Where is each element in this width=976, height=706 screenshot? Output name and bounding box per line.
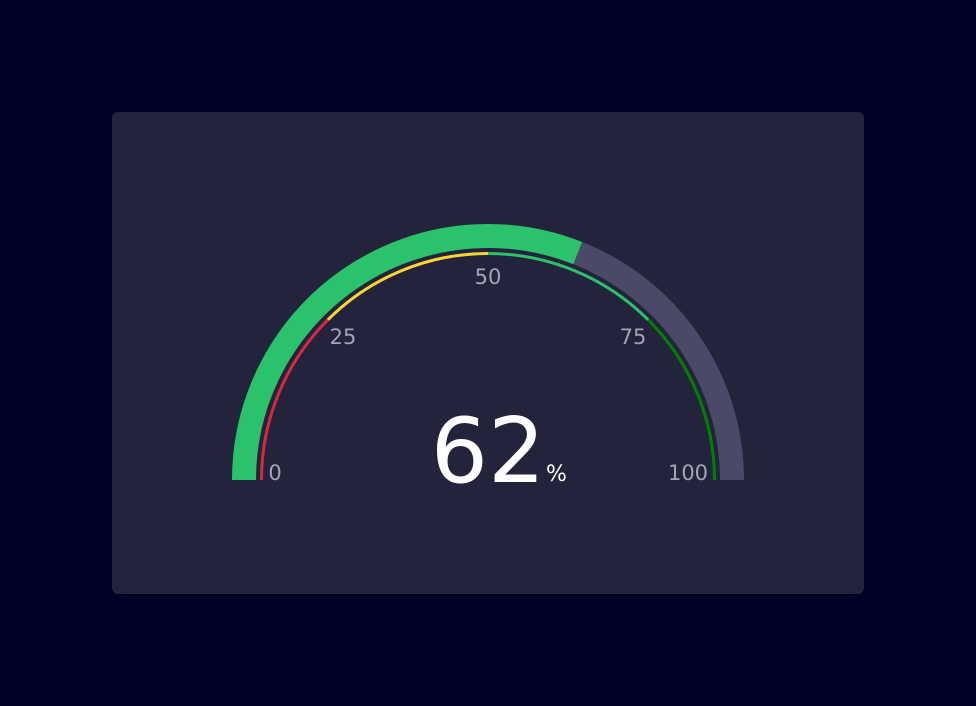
tick-label: 0 <box>268 461 281 485</box>
gauge-track <box>573 241 744 481</box>
threshold-arc-1 <box>326 252 489 321</box>
gauge-unit: % <box>546 462 567 487</box>
tick-label: 25 <box>330 325 357 349</box>
gauge-value-arc <box>232 224 583 481</box>
threshold-arc-0 <box>260 318 329 481</box>
threshold-arc-2 <box>487 252 650 321</box>
tick-label: 75 <box>620 325 647 349</box>
gauge-value: 62 <box>431 399 546 504</box>
gauge-panel <box>112 112 864 594</box>
threshold-arc-3 <box>647 318 716 481</box>
tick-label: 100 <box>668 461 708 485</box>
tick-label: 50 <box>475 265 502 289</box>
